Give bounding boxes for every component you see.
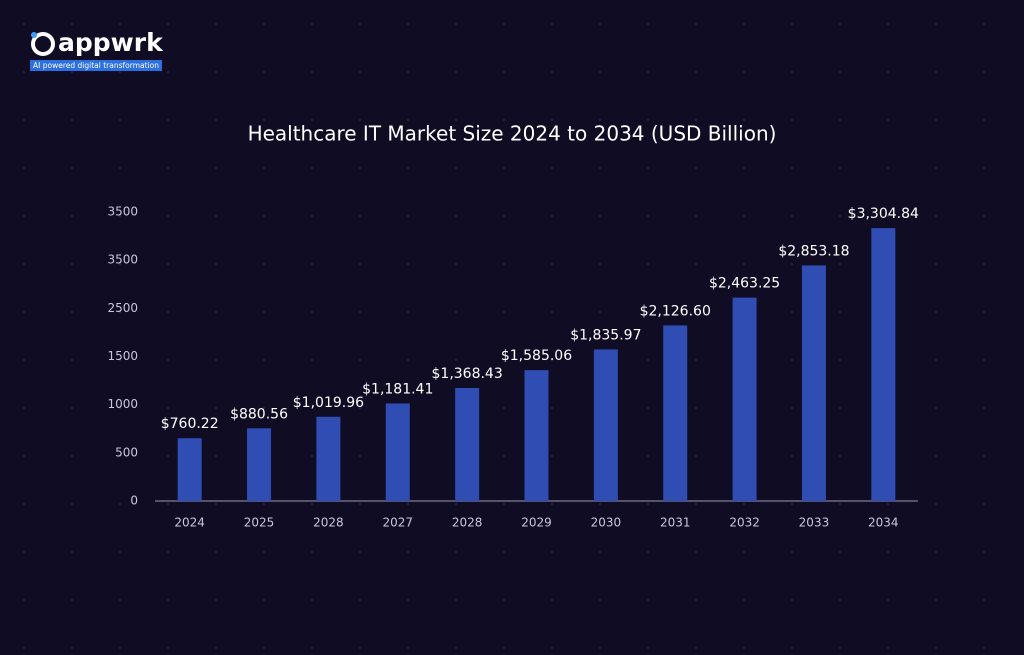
data-label: $2,463.25	[709, 276, 780, 292]
y-tick-label: 3500	[107, 205, 138, 219]
y-tick-label: 500	[115, 445, 138, 459]
logo-name: appwrk	[58, 28, 164, 57]
bar	[524, 370, 549, 501]
bar	[316, 416, 341, 501]
data-label: $3,304.84	[848, 206, 919, 222]
data-label: $2,853.18	[778, 243, 849, 259]
x-tick-label: 2032	[729, 516, 760, 530]
x-tick-label: 2030	[591, 516, 622, 530]
logo-icon	[31, 32, 55, 56]
x-tick-label: 2033	[799, 516, 830, 530]
data-label: $1,181.41	[362, 381, 433, 397]
logo-tag-bg	[30, 60, 162, 71]
bar	[177, 438, 202, 501]
data-label: $1,835.97	[570, 327, 641, 343]
bar	[247, 428, 272, 501]
bar	[871, 228, 896, 502]
data-label: $1,585.06	[501, 348, 572, 364]
data-label: $880.56	[230, 406, 288, 422]
data-label: $1,019.96	[293, 395, 364, 411]
y-tick-label: 1000	[107, 397, 138, 411]
x-tick-label: 2029	[521, 516, 552, 530]
bar	[455, 388, 480, 501]
y-tick-label: 2500	[107, 301, 138, 315]
logo-dot	[31, 32, 37, 38]
x-tick-label: 2025	[244, 516, 275, 530]
logo-tagline: AI powered digital transformation	[33, 61, 159, 70]
bar	[593, 349, 618, 501]
y-tick-label: 1500	[107, 349, 138, 363]
x-tick-label: 2034	[868, 516, 899, 530]
x-tick-label: 2024	[174, 516, 205, 530]
bar	[801, 265, 826, 501]
logo: appwrk AI powered digital transformation	[30, 28, 164, 71]
data-label: $1,368.43	[432, 366, 503, 382]
bar	[732, 297, 757, 501]
bar	[385, 403, 410, 501]
y-tick-label: 3500	[107, 253, 138, 267]
x-tick-label: 2028	[313, 516, 344, 530]
data-label: $2,126.60	[640, 303, 711, 319]
bar	[663, 325, 688, 501]
x-tick-label: 2027	[382, 516, 413, 530]
chart-title: Healthcare IT Market Size 2024 to 2034 (…	[248, 122, 777, 146]
data-label: $760.22	[161, 416, 219, 432]
x-tick-label: 2028	[452, 516, 483, 530]
y-tick-label: 0	[130, 494, 138, 508]
x-tick-label: 2031	[660, 516, 691, 530]
